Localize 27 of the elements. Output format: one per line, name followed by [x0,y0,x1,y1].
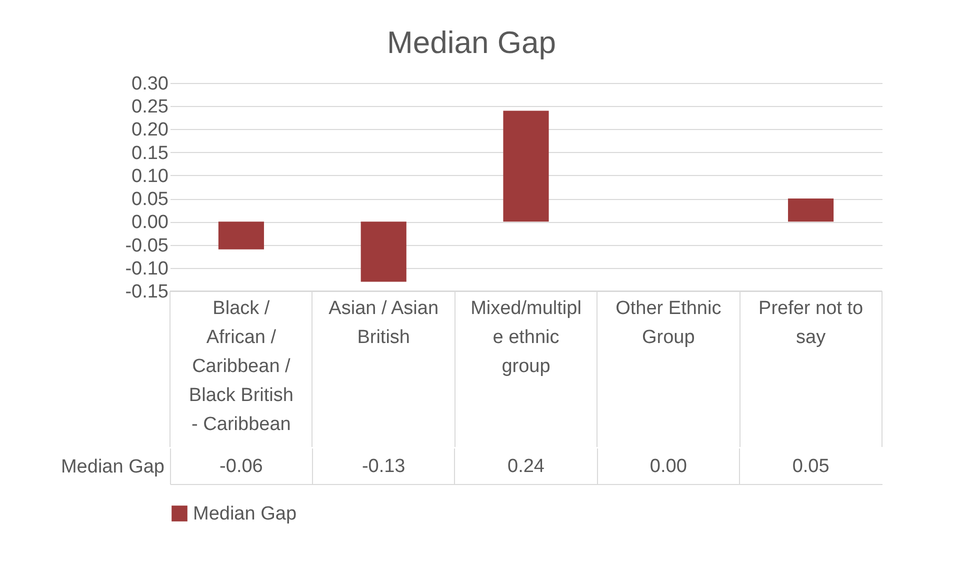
x-tick-label: Other Ethnic Group [616,298,722,348]
y-tick-label: 0.10 [132,166,168,187]
text: -0.13 [362,456,406,477]
bar [503,110,549,222]
y-tick-label: 0.30 [132,74,168,94]
x-tick-label: Prefer not to say [758,298,864,348]
chart-title: Median Gap [60,456,164,478]
y-tick-label: -0.15 [125,282,168,302]
y-tick-label: -0.10 [125,258,168,280]
legend-label: Median Gap [193,504,297,524]
bar [360,222,406,282]
y-tick-label: 0.20 [132,120,168,141]
y-tick-label: 0.15 [132,142,168,164]
y-tick-label: 0.25 [132,96,168,118]
text: 0.24 [508,456,544,477]
chart-title: Median Gap [387,25,556,60]
x-tick-label: Asian / Asian British [328,298,439,348]
y-tick-label: -0.05 [125,235,168,256]
bar [788,198,834,222]
y-tick-label: 0.05 [132,189,168,210]
text: 0.05 [792,456,830,477]
y-tick-label: 0.00 [132,212,168,234]
text: -0.06 [220,456,263,477]
x-tick-label: Mixed/multiple ethnic group [470,298,582,377]
x-tick-label: Black / African / Caribbean / Black British - Caribbean [188,298,294,435]
bar [218,222,264,250]
text: 0.00 [650,456,687,477]
